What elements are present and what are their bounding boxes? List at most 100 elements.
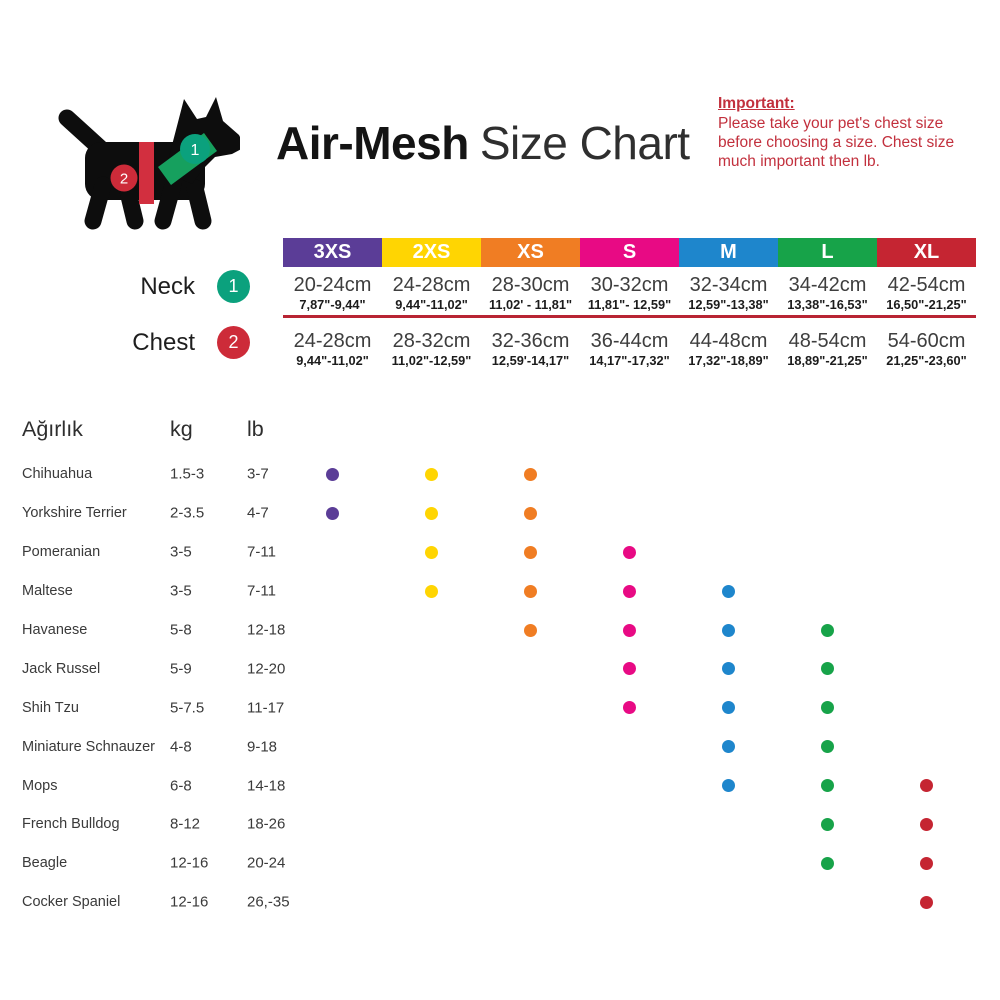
- dot-cell-l: [778, 494, 877, 533]
- dot-cell-s: [580, 494, 679, 533]
- breed-lb-beagle: 20-24: [247, 854, 286, 872]
- breed-kg-miniature-schnauzer: 4-8: [170, 738, 192, 756]
- breed-name-cocker-spaniel: Cocker Spaniel: [22, 894, 121, 911]
- size-dot-m: [722, 584, 735, 598]
- dot-cell-m: [679, 844, 778, 883]
- dot-cell-xl: [877, 688, 976, 727]
- dot-cell-l: [778, 688, 877, 727]
- important-heading: Important:: [718, 95, 795, 112]
- breed-dots-beagle: [283, 844, 976, 883]
- dot-cell-2xs: [382, 455, 481, 494]
- dog-marker-1: [180, 134, 210, 164]
- chest-cm-s: 36-44cm: [590, 330, 669, 352]
- breed-lb-maltese: 7-11: [247, 582, 276, 600]
- dot-cell-2xs: [382, 883, 481, 922]
- dot-cell-xs: [481, 727, 580, 766]
- breed-kg-havanese: 5-8: [170, 621, 192, 639]
- breed-name-pomeranian: Pomeranian: [22, 544, 101, 561]
- neck-cell-2xs: 24-28cm 9,44"-11,02": [382, 274, 481, 312]
- size-dot-s: [623, 584, 636, 598]
- dot-cell-m: [679, 494, 778, 533]
- dot-cell-l: [778, 805, 877, 844]
- breed-name-maltese: Maltese: [22, 583, 73, 600]
- breed-table-header: Ağırlık kg lb: [22, 417, 978, 445]
- dot-cell-s: [580, 533, 679, 572]
- breed-row-jack-russel: Jack Russel 5-9 12-20: [22, 649, 978, 688]
- page-title-suffix: Size Chart: [479, 117, 690, 169]
- breed-row-miniature-schnauzer: Miniature Schnauzer 4-8 9-18: [22, 727, 978, 766]
- breed-lb-miniature-schnauzer: 9-18: [247, 738, 278, 756]
- dot-cell-s: [580, 766, 679, 805]
- neck-cell-l: 34-42cm 13,38"-16,53": [778, 274, 877, 312]
- chest-inch-2xs: 11,02"-12,59": [391, 353, 472, 368]
- breed-dots-jack-russel: [283, 649, 976, 688]
- size-dot-s: [623, 545, 636, 559]
- size-dot-s: [623, 623, 636, 637]
- chest-cm-m: 44-48cm: [689, 330, 768, 352]
- breed-lb-shih-tzu: 11-17: [247, 699, 285, 717]
- neck-cell-xs: 28-30cm 11,02' - 11,81": [481, 274, 580, 312]
- breed-row-havanese: Havanese 5-8 12-18: [22, 611, 978, 650]
- important-body: Please take your pet's chest size before…: [718, 114, 955, 170]
- breed-row-shih-tzu: Shih Tzu 5-7.5 11-17: [22, 688, 978, 727]
- dot-cell-xs: [481, 611, 580, 650]
- size-dot-l: [821, 779, 834, 793]
- weight-column-header: Ağırlık: [22, 417, 83, 441]
- dot-cell-m: [679, 805, 778, 844]
- important-note: Important: Please take your pet's chest …: [718, 95, 986, 172]
- dot-cell-l: [778, 883, 877, 922]
- chest-measurements-row: 24-28cm 9,44"-11,02" 28-32cm 11,02"-12,59" 3…: [283, 318, 976, 368]
- dot-cell-2xs: [382, 688, 481, 727]
- chest-cell-m: 44-48cm 17,32"-18,89": [679, 330, 778, 368]
- size-dot-l: [821, 740, 834, 754]
- dot-cell-xs: [481, 805, 580, 844]
- lb-column-header: lb: [247, 417, 264, 441]
- neck-cm-xs: 28-30cm: [491, 274, 570, 296]
- breed-row-chihuahua: Chihuahua 1.5-3 3-7: [22, 455, 978, 494]
- neck-cell-m: 32-34cm 12,59"-13,38": [679, 274, 778, 312]
- size-dot-3xs: [326, 506, 339, 520]
- dot-cell-m: [679, 766, 778, 805]
- dot-cell-l: [778, 766, 877, 805]
- breed-lb-havanese: 12-18: [247, 621, 286, 639]
- size-header-xs: XS: [481, 238, 580, 267]
- size-dot-xs: [524, 506, 537, 520]
- chest-inch-3xs: 9,44"-11,02": [296, 353, 369, 368]
- dot-cell-xl: [877, 805, 976, 844]
- dot-cell-l: [778, 844, 877, 883]
- neck-marker-circle: 1: [217, 270, 250, 303]
- dot-cell-s: [580, 844, 679, 883]
- dot-cell-3xs: [283, 844, 382, 883]
- chest-cm-xs: 32-36cm: [491, 330, 570, 352]
- size-chart-table: 3XS 2XS XS S M L XL 20-24cm 7,87"-9,44" 24-28cm 9…: [283, 238, 976, 368]
- chest-cm-xl: 54-60cm: [887, 330, 966, 352]
- neck-measurements-row: 20-24cm 7,87"-9,44" 24-28cm 9,44"-11,02" 28-…: [283, 267, 976, 315]
- dot-cell-s: [580, 649, 679, 688]
- breed-row-cocker-spaniel: Cocker Spaniel 12-16 26,-35: [22, 883, 978, 922]
- breed-lb-mops: 14-18: [247, 777, 286, 795]
- breed-name-beagle: Beagle: [22, 855, 68, 872]
- neck-chest-divider: [283, 315, 976, 318]
- dog-marker-1-number: 1: [191, 142, 200, 159]
- dot-cell-xs: [481, 494, 580, 533]
- breed-lb-pomeranian: 7-11: [247, 543, 276, 561]
- dot-cell-2xs: [382, 727, 481, 766]
- neck-label: Neck: [140, 273, 195, 300]
- breed-dots-mops: [283, 766, 976, 805]
- size-dot-xl: [920, 895, 933, 909]
- breed-kg-maltese: 3-5: [170, 582, 192, 600]
- dot-cell-s: [580, 727, 679, 766]
- breed-lb-yorkshire-terrier: 4-7: [247, 504, 269, 522]
- chest-inch-xl: 21,25"-23,60": [886, 353, 967, 368]
- chest-inch-l: 18,89"-21,25": [787, 353, 868, 368]
- dot-cell-s: [580, 688, 679, 727]
- breed-name-havanese: Havanese: [22, 622, 88, 638]
- dog-chest-band: [139, 142, 154, 204]
- breed-name-jack-russel: Jack Russel: [22, 660, 101, 677]
- breed-name-yorkshire-terrier: Yorkshire Terrier: [22, 505, 127, 522]
- chest-cell-3xs: 24-28cm 9,44"-11,02": [283, 330, 382, 368]
- breed-dots-maltese: [283, 572, 976, 611]
- chest-cm-2xs: 28-32cm: [392, 330, 471, 352]
- chest-cell-xs: 32-36cm 12,59'-14,17": [481, 330, 580, 368]
- dot-cell-m: [679, 611, 778, 650]
